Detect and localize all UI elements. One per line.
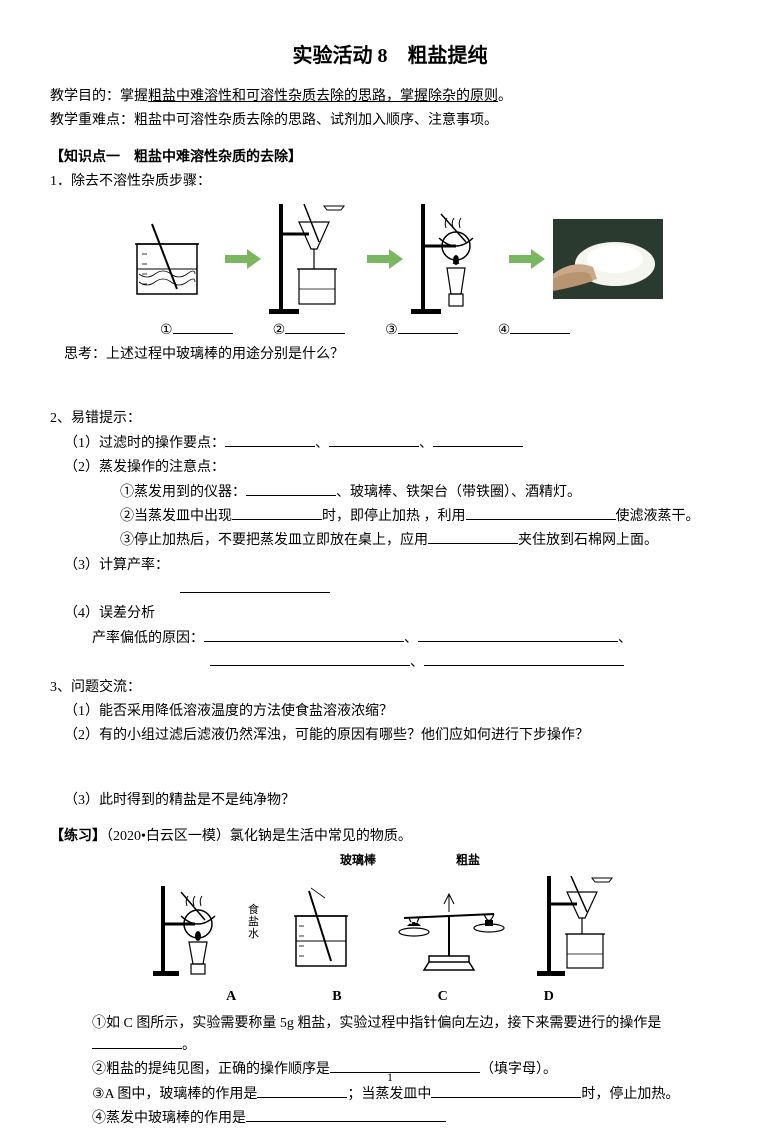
practice-d-icon: [537, 876, 627, 984]
practice-q4: ④蒸发中玻璃棒的作用是: [50, 1108, 730, 1130]
blank[interactable]: [204, 628, 404, 642]
goal-end: 。: [498, 89, 512, 104]
p2-4-reason: 产率偏低的原因：、、: [50, 628, 730, 650]
text: ；当蒸发皿中: [347, 1087, 431, 1102]
text: ④蒸发中玻璃棒的作用是: [92, 1111, 246, 1126]
p2-4-reason2: 、: [50, 652, 730, 674]
practice-diagrams: 食 盐 水: [50, 876, 730, 984]
p2-1: （1）过滤时的操作要点：、、: [50, 433, 730, 455]
p2-1-text: （1）过滤时的操作要点：: [64, 436, 225, 451]
blank[interactable]: [424, 652, 624, 666]
blank[interactable]: [180, 579, 330, 593]
blank[interactable]: [246, 482, 336, 496]
text: 时，停止加热。: [581, 1087, 679, 1102]
label-2: ②: [273, 323, 286, 338]
text: ①如 C 图所示，实验需要称量 5g 粗盐，实验过程中指针偏向左边，接下来需要进…: [92, 1016, 661, 1031]
p2-3: （3）计算产率：: [50, 555, 730, 577]
label-glassrod: 玻璃棒: [340, 851, 376, 870]
text: ③停止加热后，不要把蒸发皿立即放在桌上，应用: [120, 533, 428, 548]
difficulty-line: 教学重难点：粗盐中可溶性杂质去除的思路、试剂加入顺序、注意事项。: [50, 110, 730, 132]
blank[interactable]: [398, 320, 458, 334]
practice-head: 【练习】（2020•白云区一模）氯化钠是生活中常见的物质。: [50, 826, 730, 848]
arrow-icon: [509, 249, 545, 269]
p2-4: （4）误差分析: [50, 603, 730, 625]
p3-3: （3）此时得到的精盐是不是纯净物？: [50, 790, 730, 812]
label-3: ③: [385, 323, 398, 338]
arrow-icon: [367, 249, 403, 269]
practice-source: （2020•白云区一模）氯化钠是生活中常见的物质。: [106, 829, 412, 844]
text: ①蒸发用到的仪器：: [120, 485, 246, 500]
label-crudesalt: 粗盐: [456, 851, 480, 870]
label-d: D: [544, 986, 554, 1008]
blank[interactable]: [210, 652, 410, 666]
think-line: 思考：上述过程中玻璃棒的用途分别是什么？: [50, 344, 730, 366]
arrow-icon: [225, 249, 261, 269]
practice-c-icon: [389, 886, 509, 984]
blank[interactable]: [92, 1035, 182, 1049]
p2-2-3: ③停止加热后，不要把蒸发皿立即放在桌上，应用 夹住放到石棉网上面。: [50, 530, 730, 552]
practice-b-icon: [281, 886, 361, 984]
section1-head: 【知识点一 粗盐中难溶性杂质的去除】: [50, 147, 730, 169]
text: 。: [182, 1038, 196, 1053]
blank[interactable]: [285, 320, 345, 334]
p3-head: 3、问题交流：: [50, 677, 730, 699]
blank[interactable]: [418, 628, 618, 642]
blank[interactable]: [510, 320, 570, 334]
step3-evaporate-icon: [411, 204, 501, 314]
blank[interactable]: [173, 320, 233, 334]
step-blank-labels: ① ② ③ ④: [50, 320, 730, 342]
p2-2-1: ①蒸发用到的仪器： 、玻璃棒、铁架台（带铁圈）、酒精灯。: [50, 482, 730, 504]
step2-filter-icon: [269, 204, 359, 314]
label-c: C: [438, 986, 448, 1008]
page-title: 实验活动 8 粗盐提纯: [50, 40, 730, 72]
text: 、玻璃棒、铁架台（带铁圈）、酒精灯。: [336, 485, 581, 500]
goal-underlined: 粗盐中难溶性和可溶性杂质去除的思路，掌握除杂的原则: [148, 89, 498, 104]
text: 产率偏低的原因：: [92, 631, 204, 646]
p3-2: （2）有的小组过滤后滤液仍然浑浊，可能的原因有哪些？他们应如何进行下步操作？: [50, 725, 730, 747]
practice-label: 【练习】: [50, 829, 106, 844]
p2-2: （2）蒸发操作的注意点：: [50, 457, 730, 479]
goal-label: 教学目的：掌握: [50, 89, 148, 104]
goal-line: 教学目的：掌握粗盐中难溶性和可溶性杂质去除的思路，掌握除杂的原则。: [50, 86, 730, 108]
text: ③A 图中，玻璃棒的作用是: [92, 1087, 257, 1102]
p3-1: （1）能否采用降低溶液温度的方法使食盐溶液浓缩？: [50, 701, 730, 723]
blank[interactable]: [232, 506, 322, 520]
label-1: ①: [160, 323, 173, 338]
steps-diagram-row: [50, 204, 730, 314]
step-title: 1．除去不溶性杂质步骤：: [50, 171, 730, 193]
practice-a-icon: 食 盐 水: [153, 886, 253, 984]
blank[interactable]: [433, 433, 523, 447]
blank[interactable]: [428, 530, 518, 544]
text: 时，即停止加热 ，利用: [322, 509, 466, 524]
blank[interactable]: [329, 433, 419, 447]
practice-q1: ①如 C 图所示，实验需要称量 5g 粗盐，实验过程中指针偏向左边，接下来需要进…: [50, 1013, 730, 1058]
text: 使滤液蒸干。: [616, 509, 700, 524]
practice-abcd-labels: A B C D: [50, 986, 730, 1008]
p2-3-blank: [50, 579, 730, 601]
blank[interactable]: [466, 506, 616, 520]
page-number: 1: [0, 1068, 780, 1087]
p2-head: 2、易错提示：: [50, 408, 730, 430]
text: ②当蒸发皿中出现: [120, 509, 232, 524]
label-a: A: [226, 986, 236, 1008]
blank[interactable]: [225, 433, 315, 447]
label-4: ④: [498, 323, 511, 338]
step4-product-photo: [553, 219, 663, 299]
p2-2-2: ②当蒸发皿中出现 时，即停止加热 ，利用 使滤液蒸干。: [50, 506, 730, 528]
blank[interactable]: [246, 1108, 446, 1122]
text: 夹住放到石棉网上面。: [518, 533, 658, 548]
step1-dissolve-icon: [117, 214, 217, 304]
label-b: B: [332, 986, 341, 1008]
saltwater-label: 食 盐 水: [248, 904, 259, 940]
